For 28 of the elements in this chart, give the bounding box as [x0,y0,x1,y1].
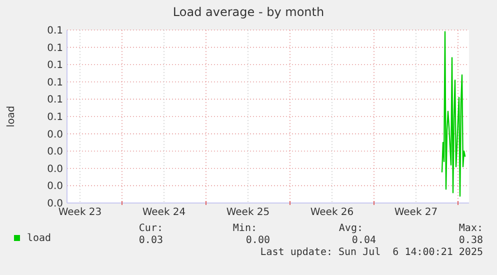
y-tick-label: 0.0 [47,181,63,192]
legend-label: load [27,233,52,244]
y-axis-title: load [6,106,17,128]
y-tick-label: 0.1 [47,77,63,88]
text: 0.04 [352,235,376,246]
x-tick-label: Week 24 [142,207,186,218]
x-tick-label: Week 26 [310,207,354,218]
y-tick-label: 0.1 [47,42,63,54]
line-series [441,31,466,197]
text: 0.38 [458,235,483,246]
text: Avg: [338,223,363,234]
y-tick-label: 0.1 [47,112,63,123]
text: Last update: Sun Jul 6 14:00:21 2025 [260,247,483,258]
text: Cur: [138,223,163,234]
y-tick-label: 0.0 [47,129,63,140]
x-tick-label: Week 27 [394,207,438,218]
y-tick-label: 0.1 [47,94,63,106]
chart-title: Load average - by month [172,5,324,19]
text: 0.03 [138,235,163,246]
text: Min: [232,223,257,234]
y-tick-label: 0.1 [47,26,63,36]
y-tick-label: 0.0 [47,146,63,158]
y-tick-label: 0.0 [47,164,63,175]
x-tick-label: Week 25 [226,207,270,218]
y-tick-label: 0.1 [47,60,63,72]
x-tick-label: Week 23 [58,207,102,218]
text: 0.00 [246,235,270,246]
text: Max: [458,223,483,234]
